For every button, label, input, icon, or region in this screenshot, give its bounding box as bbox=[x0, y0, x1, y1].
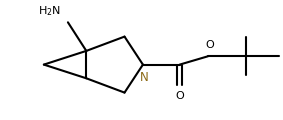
Text: $\mathregular{H_2N}$: $\mathregular{H_2N}$ bbox=[38, 4, 61, 18]
Text: N: N bbox=[140, 71, 149, 84]
Text: O: O bbox=[205, 40, 214, 50]
Text: O: O bbox=[175, 91, 184, 101]
